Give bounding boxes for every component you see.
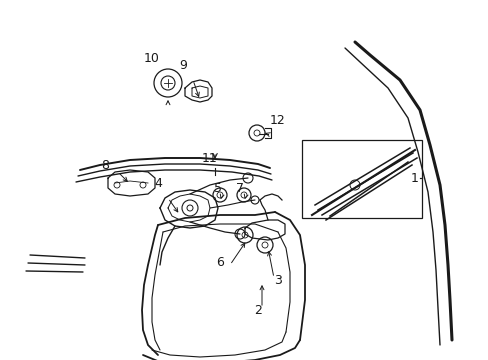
Text: 8: 8 (101, 158, 109, 171)
Text: 4: 4 (154, 176, 162, 189)
Text: 5: 5 (214, 181, 222, 194)
Text: 12: 12 (269, 113, 285, 126)
Text: 11: 11 (202, 152, 218, 165)
Text: 7: 7 (236, 181, 244, 194)
Text: 2: 2 (254, 303, 262, 316)
Text: 1: 1 (410, 171, 418, 185)
Text: 6: 6 (216, 256, 224, 269)
Bar (302, 140, 421, 218)
Text: 9: 9 (179, 59, 186, 72)
Text: 3: 3 (273, 274, 282, 287)
Text: 10: 10 (144, 51, 160, 64)
